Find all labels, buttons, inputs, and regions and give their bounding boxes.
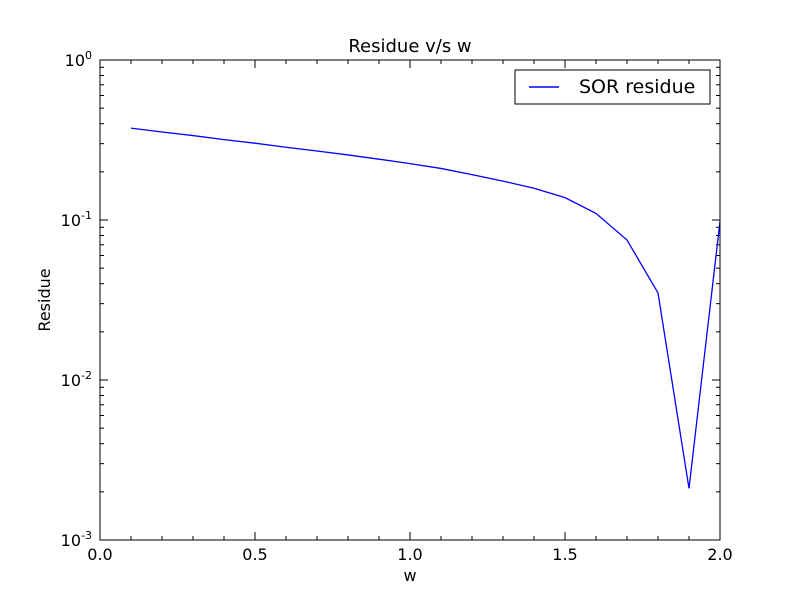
y-tick-label: 10-1 xyxy=(61,209,92,230)
y-tick-label: 100 xyxy=(65,49,92,70)
x-axis-label: w xyxy=(403,566,416,585)
series-layer xyxy=(130,127,721,489)
x-tick-label: 2.0 xyxy=(707,545,732,564)
x-tick-label: 0.0 xyxy=(87,545,112,564)
y-tick-label: 10-3 xyxy=(61,529,92,550)
legend: SOR residue xyxy=(514,69,711,105)
x-tick-label: 1.5 xyxy=(552,545,577,564)
x-tick-labels: 0.0 0.5 1.0 1.5 2.0 xyxy=(87,545,732,564)
y-tick-label: 10-2 xyxy=(61,369,92,390)
ticks-layer xyxy=(99,59,721,541)
y-tick-labels: 10-3 10-2 10-1 100 xyxy=(61,49,92,550)
series-line-sor-residue xyxy=(130,127,721,489)
legend-label-sor-residue: SOR residue xyxy=(579,76,695,98)
x-tick-label: 1.0 xyxy=(397,545,422,564)
y-axis-label: Residue xyxy=(35,268,54,331)
plot-frame xyxy=(99,59,721,541)
x-tick-label: 0.5 xyxy=(242,545,267,564)
chart-title: Residue v/s w xyxy=(348,36,471,57)
